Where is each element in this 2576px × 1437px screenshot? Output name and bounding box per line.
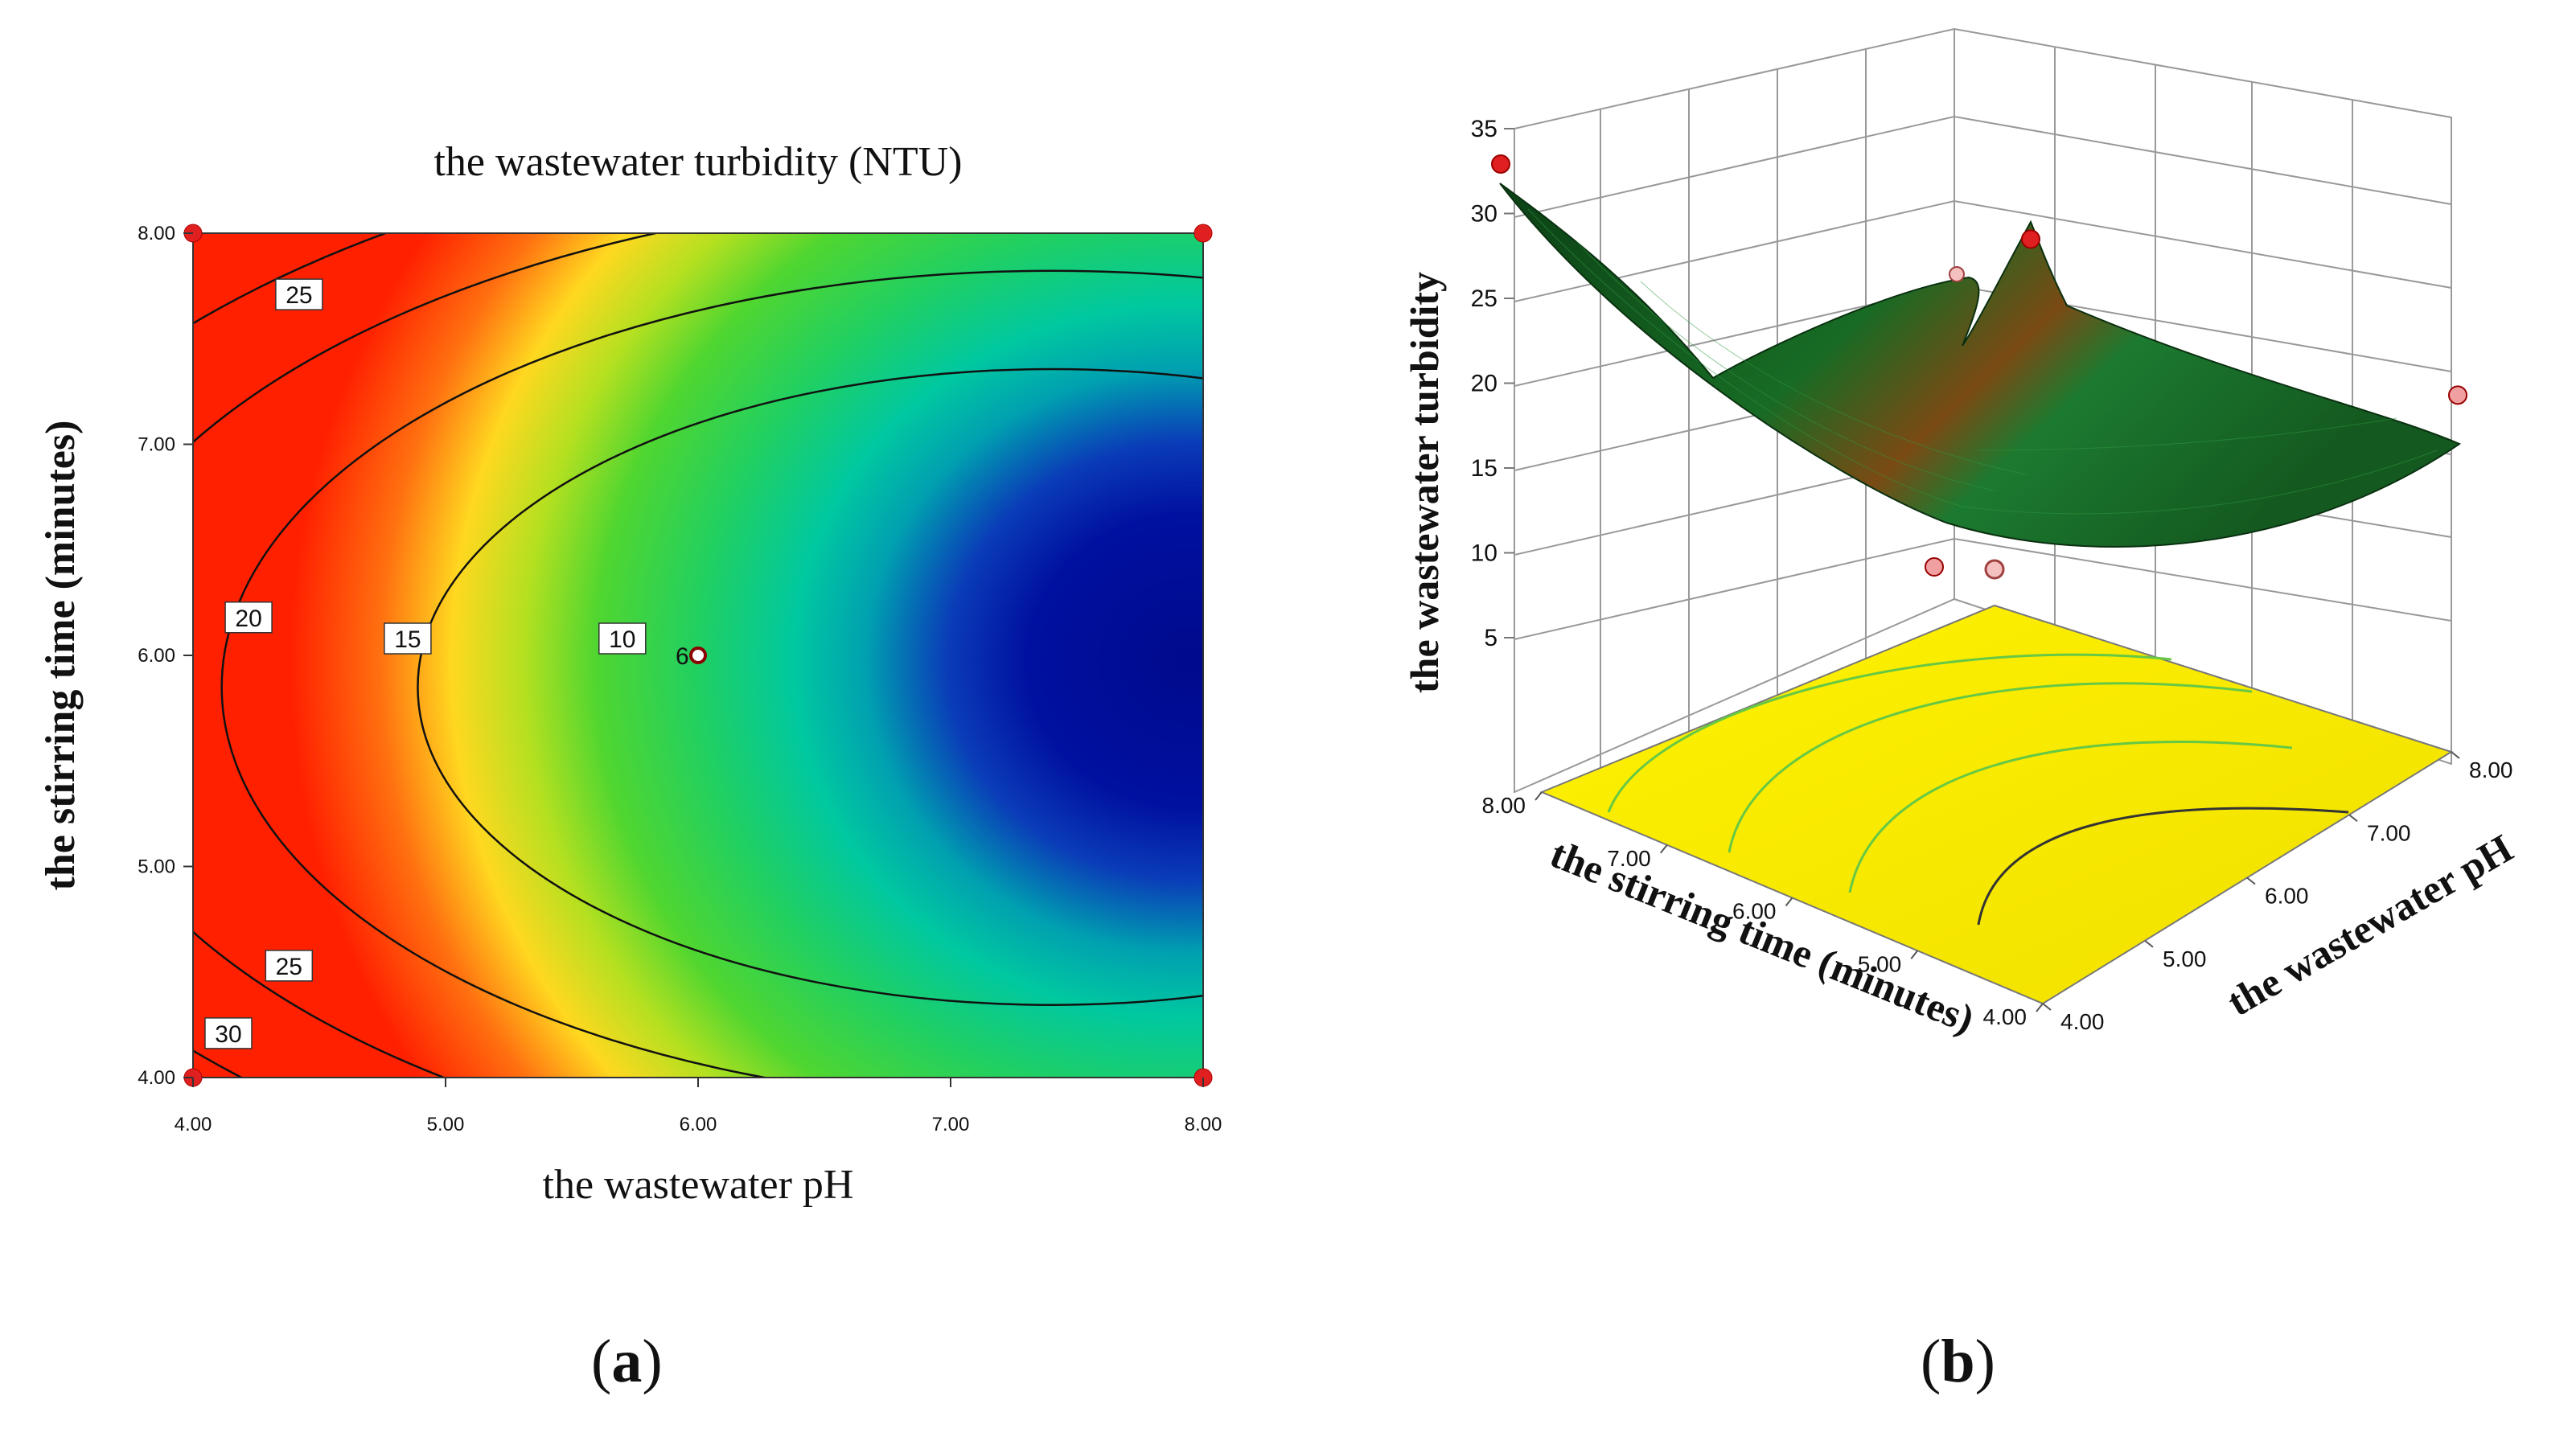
response-surface [1499,183,2462,548]
floor-contours [1607,653,2349,926]
y-tick-label: 6.00 [138,645,175,667]
y-axis-label: the stirring time (minutes) [38,421,84,891]
contour-line-10 [417,367,1203,1006]
stirring-time-tick-label: 5.00 [1858,951,1902,976]
x-tick-label: 5.00 [427,1114,465,1135]
stirring-time-ticks: 8.00 7.00 6.00 5.00 4.00 [1482,791,2044,1029]
contour-label-box [265,950,314,982]
ph-tick-label: 7.00 [2367,820,2411,845]
surface-design-points [1491,154,2467,577]
ph-tick-label: 8.00 [2469,758,2513,782]
stirring-time-tick-label: 8.00 [1482,793,1526,818]
caption-b: (b) [1921,1328,1995,1395]
surface-corner-point [2448,385,2467,405]
stirring-time-tick-mark [1785,897,1793,907]
ph-tick-label: 6.00 [2265,884,2309,909]
ph-ticks: 4.00 5.00 6.00 7.00 8.00 [2042,751,2513,1034]
design-point [689,647,707,664]
stirring-time-tick-mark [1535,791,1543,801]
x-axis-label: the wastewater pH [543,1162,854,1208]
z-tick-label: 10 [1471,540,1498,567]
ph-tick-mark [2144,939,2154,948]
ph-tick-mark [2348,814,2358,823]
x-tick-label: 4.00 [175,1114,212,1135]
x-tick-label: 7.00 [932,1114,970,1135]
center-point-label: 6 [676,643,689,670]
contour-label: 20 [235,606,261,632]
surface-corner-point [1925,557,1944,577]
x-tick-label: 8.00 [1185,1114,1222,1135]
z-tick-label: 15 [1471,455,1498,482]
contour-label-box [384,622,432,655]
stirring-time-tick-mark [2036,1003,2044,1012]
z-tick-label: 35 [1471,116,1498,142]
contour-label-box [598,622,647,655]
contour-line-15 [220,269,1203,1078]
z-tick-label: 25 [1471,285,1498,312]
x-tick-label: 6.00 [680,1114,717,1135]
contour-label: 15 [394,626,421,653]
stirring-time-tick-mark [1910,950,1919,959]
ph-tick-mark [2042,1003,2052,1011]
contour-label: 25 [276,954,302,980]
contour-label: 25 [286,282,312,309]
surface-panel: 5 10 15 20 25 30 35 the wastewater turbidity 8… [1402,27,2520,1042]
contour-label: 30 [215,1021,241,1048]
z-tick-label: 20 [1471,371,1498,397]
contour-title: the wastewater turbidity (NTU) [433,139,962,185]
stirring-time-tick-mark [1659,844,1668,854]
z-tick-label: 5 [1484,625,1498,651]
y-tick-label: 5.00 [138,856,175,878]
ph-tick-label: 5.00 [2163,946,2207,971]
ph-tick-mark [2246,877,2256,885]
x-axis-ticks: 4.00 5.00 6.00 7.00 8.00 [175,1078,1222,1135]
y-tick-label: 7.00 [138,434,175,456]
stirring-time-tick-label: 7.00 [1607,846,1651,871]
surface-point-marker [1984,559,2005,580]
surface-mesh [1527,208,2438,515]
z-axis-label: the wastewater turbidity [1402,272,1447,693]
contour-lines [193,233,1203,1078]
contour-label-box [224,601,273,634]
y-tick-label: 8.00 [138,223,175,244]
design-point [1194,224,1213,243]
contour-level-labels: 25 20 15 10 25 30 6 [204,278,689,1049]
contour-label: 10 [609,626,635,653]
z-axis-ticks: 5 10 15 20 25 30 35 [1471,116,1514,651]
surface-corner-point [1491,154,1510,174]
ph-tick-label: 4.00 [2060,1009,2105,1034]
stirring-time-tick-label: 6.00 [1732,899,1777,924]
surface-corner-point [2021,229,2040,249]
stirring-time-tick-label: 4.00 [1983,1004,2028,1029]
surface-point-marker [1949,266,1965,282]
caption-a: (a) [591,1328,663,1395]
contour-label-box [204,1017,253,1049]
contour-label-box [275,278,323,310]
ph-tick-mark [2451,751,2460,759]
y-tick-label: 4.00 [138,1067,175,1089]
y-axis-ticks: 4.00 5.00 6.00 7.00 8.00 [138,223,193,1089]
z-tick-label: 30 [1471,201,1498,228]
